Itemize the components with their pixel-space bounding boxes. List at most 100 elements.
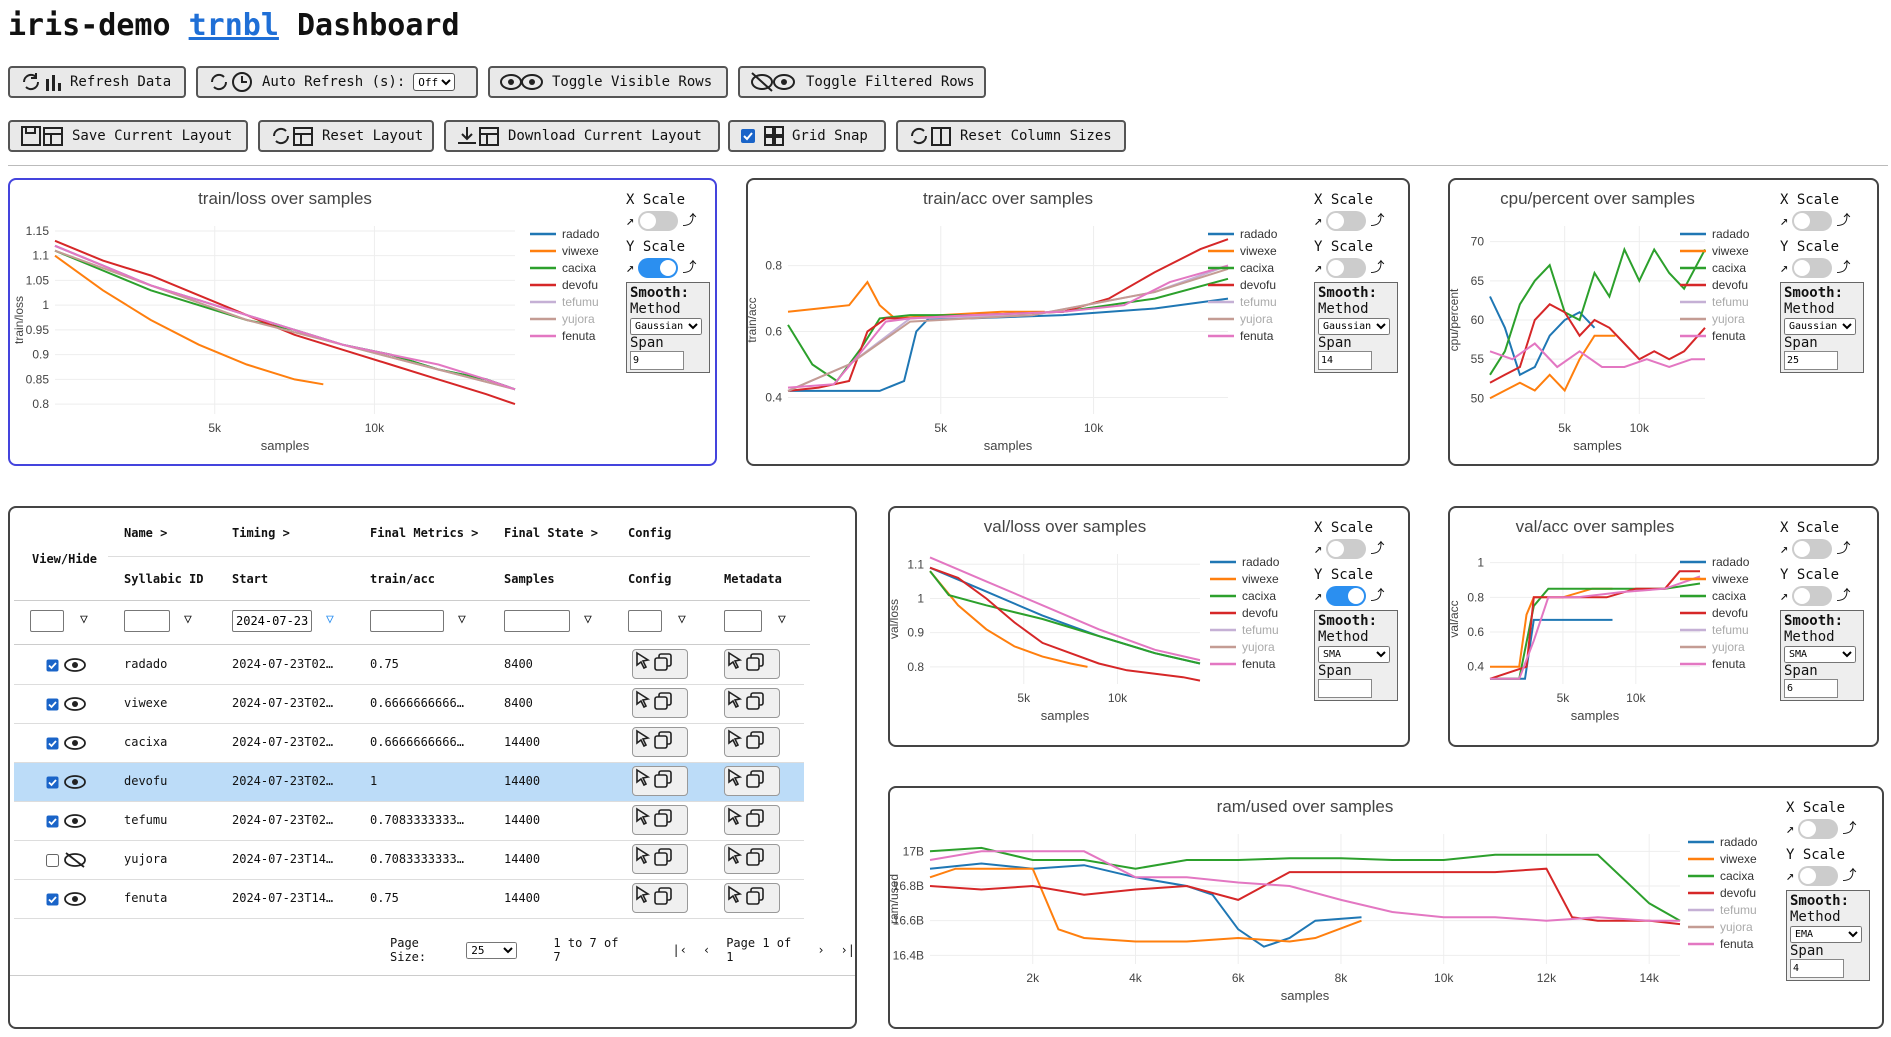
filter-icon[interactable]: ▽ [184,612,192,627]
legend-item-cacixa[interactable]: cacixa [1720,869,1754,883]
eye-icon[interactable] [64,735,86,754]
legend-item-cacixa[interactable]: cacixa [562,261,596,275]
config-select-copy-button[interactable] [632,844,688,874]
legend-item-fenuta[interactable]: fenuta [1242,657,1276,671]
span-input[interactable] [630,351,684,370]
metadata-select-copy-button[interactable] [724,727,780,757]
filter-metadata-input[interactable] [724,610,762,632]
x-scale-toggle[interactable] [1792,211,1833,231]
span-input[interactable] [1784,351,1838,370]
toggle-filtered-rows-button[interactable]: Toggle Filtered Rows [738,66,986,98]
legend-item-radado[interactable]: radado [562,227,600,241]
legend-item-fenuta[interactable]: fenuta [1712,329,1746,343]
refresh-data-button[interactable]: Refresh Data [8,66,186,98]
eye-icon[interactable] [64,813,86,832]
reset-layout-button[interactable]: Reset Layout [258,120,434,152]
group-timing-header[interactable]: Timing > [232,526,290,540]
row-visible-checkbox[interactable] [46,815,59,831]
filter-icon[interactable]: ▽ [584,612,592,627]
smoothing-method-select[interactable]: Gaussian [630,318,702,335]
eye-icon[interactable] [64,891,86,910]
col-syllabic-id[interactable]: Syllabic ID [124,572,204,586]
save-layout-button[interactable]: Save Current Layout [8,120,248,152]
legend-item-tefumu[interactable]: tefumu [1712,295,1749,309]
x-scale-toggle[interactable] [638,211,679,231]
legend-item-radado[interactable]: radado [1720,835,1758,849]
legend-item-viwexe[interactable]: viwexe [1712,244,1749,258]
metadata-select-copy-button[interactable] [724,688,780,718]
legend-item-cacixa[interactable]: cacixa [1712,589,1746,603]
filter-acc-input[interactable] [370,610,444,632]
legend-item-tefumu[interactable]: tefumu [562,295,599,309]
last-page-button[interactable]: ›| [840,943,855,957]
table-row[interactable]: cacixa 2024-07-23T02… 0.6666666666… 14400 [14,724,804,763]
smoothing-method-select[interactable]: Gaussian [1318,318,1390,335]
legend-item-devofu[interactable]: devofu [562,278,598,292]
x-scale-toggle[interactable] [1792,539,1833,559]
legend-item-devofu[interactable]: devofu [1712,606,1748,620]
legend-item-yujora[interactable]: yujora [1240,312,1273,326]
span-input[interactable] [1790,959,1844,978]
legend-item-radado[interactable]: radado [1712,227,1750,241]
legend-item-cacixa[interactable]: cacixa [1240,261,1274,275]
y-scale-toggle[interactable] [1798,866,1839,886]
legend-item-yujora[interactable]: yujora [1720,920,1753,934]
table-row[interactable]: radado 2024-07-23T02… 0.75 8400 [14,646,804,685]
chart-cpu_percent[interactable]: cpu/percent over samples 70 65 60 55 50 5k 10k s… [1450,180,1780,460]
group-state-header[interactable]: Final State > [504,526,598,540]
x-scale-toggle[interactable] [1326,211,1367,231]
config-select-copy-button[interactable] [632,727,688,757]
chart-ram_used[interactable]: ram/used over samples 17B 16.8B 16.6B 16.4B 2… [890,788,1786,1023]
table-row[interactable]: viwexe 2024-07-23T02… 0.6666666666… 8400 [14,685,804,724]
legend-item-radado[interactable]: radado [1712,555,1750,569]
page-size-select[interactable]: 25 [466,941,518,959]
legend-item-devofu[interactable]: devofu [1242,606,1278,620]
legend-item-tefumu[interactable]: tefumu [1242,623,1279,637]
legend-item-radado[interactable]: radado [1240,227,1278,241]
x-scale-toggle[interactable] [1326,539,1367,559]
legend-item-fenuta[interactable]: fenuta [1720,937,1754,951]
smoothing-method-select[interactable]: SMA [1318,646,1390,663]
legend-item-yujora[interactable]: yujora [1712,312,1745,326]
eye-slash-icon[interactable] [64,852,86,871]
y-scale-toggle[interactable] [638,258,679,278]
metadata-select-copy-button[interactable] [724,805,780,835]
legend-item-yujora[interactable]: yujora [562,312,595,326]
group-name-header[interactable]: Name > [124,526,168,540]
col-config[interactable]: Config [628,572,672,586]
metadata-select-copy-button[interactable] [724,844,780,874]
config-select-copy-button[interactable] [632,766,688,796]
panel-train-loss[interactable]: train/loss over samples 1.15 1.1 1.05 1 0.95 0… [8,178,717,466]
panel-val-loss[interactable]: val/loss over samples 1.1 1 0.9 0.8 5k 10k samp… [888,506,1410,747]
row-visible-checkbox[interactable] [46,854,59,870]
row-visible-checkbox[interactable] [46,659,59,675]
filter-active-icon[interactable]: ▽ [326,612,334,627]
panel-ram-used[interactable]: ram/used over samples 17B 16.8B 16.6B 16.4B 2… [888,786,1884,1029]
span-input[interactable] [1318,679,1372,698]
legend-item-viwexe[interactable]: viwexe [1720,852,1757,866]
row-visible-checkbox[interactable] [46,893,59,909]
y-scale-toggle[interactable] [1326,258,1367,278]
legend-item-yujora[interactable]: yujora [1242,640,1275,654]
smoothing-method-select[interactable]: Gaussian [1784,318,1856,335]
eye-icon[interactable] [64,657,86,676]
smoothing-method-select[interactable]: SMA [1784,646,1856,663]
config-select-copy-button[interactable] [632,649,688,679]
table-row[interactable]: yujora 2024-07-23T14… 0.7083333333… 14400 [14,841,804,880]
row-visible-checkbox[interactable] [46,737,59,753]
panel-train-acc[interactable]: train/acc over samples 0.8 0.6 0.4 5k 10k samp… [746,178,1410,466]
legend-item-yujora[interactable]: yujora [1712,640,1745,654]
legend-item-fenuta[interactable]: fenuta [1240,329,1274,343]
col-metadata[interactable]: Metadata [724,572,782,586]
col-samples[interactable]: Samples [504,572,555,586]
filter-icon[interactable]: ▽ [80,612,88,627]
legend-item-devofu[interactable]: devofu [1720,886,1756,900]
prev-page-button[interactable]: ‹ [702,943,711,957]
first-page-button[interactable]: |‹ [672,943,687,957]
legend-item-viwexe[interactable]: viwexe [1242,572,1279,586]
filter-id-input[interactable] [124,610,170,632]
span-input[interactable] [1318,351,1372,370]
next-page-button[interactable]: › [817,943,825,957]
y-scale-toggle[interactable] [1326,586,1367,606]
grid-snap-toggle[interactable]: Grid Snap [728,120,886,152]
